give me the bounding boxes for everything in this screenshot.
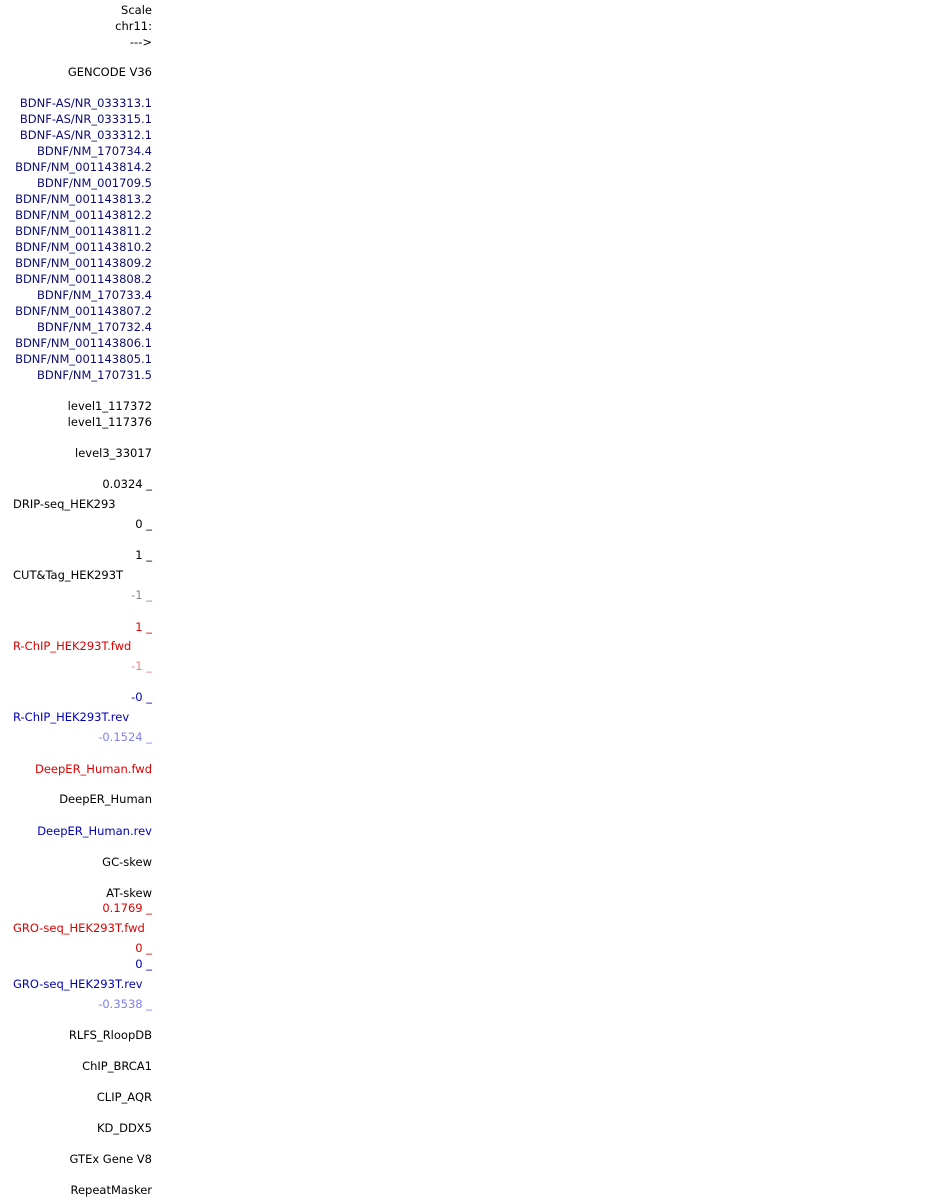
track-label: BDNF/NM_001143812.2: [15, 208, 152, 222]
track-label: DeepER_Human.fwd: [35, 762, 152, 776]
track-label: BDNF/NM_170734.4: [37, 144, 152, 158]
track-label: BDNF/NM_001143810.2: [15, 240, 152, 254]
track-label: -1 _: [131, 588, 152, 602]
track-label: R-ChIP_HEK293T.fwd: [13, 639, 132, 653]
track-label: 1 _: [135, 620, 152, 634]
track-label: BDNF/NM_001143806.1: [15, 336, 152, 350]
track-label: 0 _: [135, 517, 152, 531]
track-label: BDNF-AS/NR_033313.1: [19, 96, 152, 110]
track-label: BDNF/NM_170733.4: [37, 288, 152, 302]
track-label: DeepER_Human: [59, 792, 152, 806]
track-label: DRIP-seq_HEK293: [13, 497, 116, 511]
track-label: BDNF/NM_001143814.2: [15, 160, 152, 174]
track-label: 0 _: [135, 941, 152, 955]
track-label: 0 _: [135, 957, 152, 971]
track-label: Scale: [121, 3, 152, 17]
track-label: 1 _: [135, 548, 152, 562]
track-label: -0.1524 _: [98, 730, 152, 744]
track-label: BDNF/NM_001143811.2: [15, 224, 152, 238]
track-label: -0 _: [131, 690, 152, 704]
track-label: GRO-seq_HEK293T.fwd: [13, 921, 145, 935]
track-label: R-ChIP_HEK293T.rev: [13, 710, 130, 724]
track-label: GENCODE V36: [67, 65, 152, 79]
track-label: level1_117376: [67, 415, 152, 429]
track-label: GRO-seq_HEK293T.rev: [13, 977, 143, 991]
track-label: BDNF/NM_170732.4: [37, 320, 152, 334]
track-label: KD_DDX5: [96, 1121, 152, 1135]
track-label: BDNF-AS/NR_033315.1: [19, 112, 152, 126]
track-label: GC-skew: [102, 855, 152, 869]
track-label: GTEx Gene V8: [69, 1152, 152, 1166]
track-label: -0.3538 _: [98, 997, 152, 1011]
track-label: level3_33017: [75, 446, 152, 460]
track-label: chr11:: [115, 19, 152, 33]
track-label: level1_117372: [67, 399, 152, 413]
track-label: ChIP_BRCA1: [82, 1059, 152, 1073]
track-label: 0.0324 _: [102, 477, 152, 491]
track-label: BDNF/NM_001709.5: [37, 176, 152, 190]
track-label: BDNF/NM_170731.5: [37, 368, 152, 382]
track-label: BDNF/NM_001143813.2: [15, 192, 152, 206]
track-label: DeepER_Human.rev: [37, 824, 152, 838]
track-label: BDNF/NM_001143805.1: [15, 352, 152, 366]
track-label: RepeatMasker: [70, 1183, 153, 1197]
track-label: BDNF/NM_001143807.2: [15, 304, 152, 318]
track-label: CUT&Tag_HEK293T: [13, 568, 124, 582]
track-label: BDNF-AS/NR_033312.1: [19, 128, 152, 142]
track-label: 0.1769 _: [102, 901, 152, 915]
track-label: AT-skew: [106, 886, 152, 900]
track-label: CLIP_AQR: [96, 1090, 152, 1104]
track-label: BDNF/NM_001143809.2: [15, 256, 152, 270]
track-label: RLFS_RloopDB: [68, 1028, 152, 1042]
track-label: --->: [129, 35, 152, 49]
track-label: BDNF/NM_001143808.2: [15, 272, 152, 286]
track-label: -1 _: [131, 659, 152, 673]
